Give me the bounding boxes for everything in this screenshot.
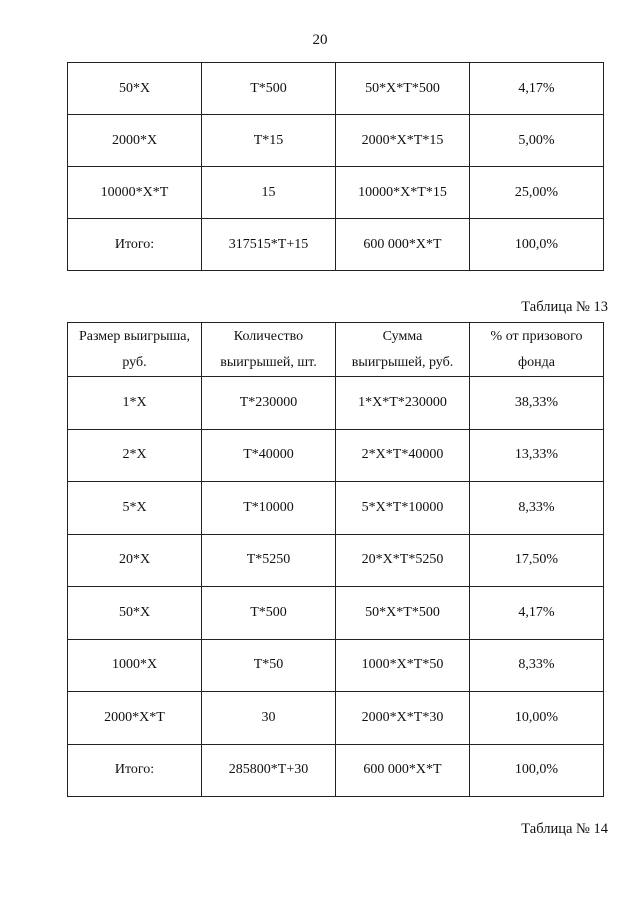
header-cell: Количество выигрышей, шт. (201, 322, 336, 377)
table-cell: 15 (201, 166, 336, 219)
table-cell: 8,33% (469, 638, 604, 692)
table-cell: 20*X (67, 533, 202, 587)
table-cell: 2*X*T*40000 (335, 428, 470, 482)
table-cell: 20*X*T*5250 (335, 533, 470, 587)
table-cell: 2*X (67, 428, 202, 482)
table-cell: 2000*X (67, 114, 202, 167)
table-cell: 1000*X*T*50 (335, 638, 470, 692)
table-row: 50*X T*500 50*X*T*500 4,17% (67, 62, 604, 115)
table-cell: 50*X (67, 62, 202, 115)
table-cell: Итого: (67, 743, 202, 797)
header-cell: Размер выигрыша, руб. (67, 322, 202, 377)
table-row: 2*X T*40000 2*X*T*40000 13,33% (67, 428, 604, 482)
table-cell: T*230000 (201, 376, 336, 430)
table-cell: 4,17% (469, 62, 604, 115)
table-cell: T*500 (201, 62, 336, 115)
prize-table-continued: 50*X T*500 50*X*T*500 4,17% 2000*X T*15 2000*X… (67, 62, 604, 271)
table-cell: Итого: (67, 218, 202, 271)
table-row: Итого: 317515*T+15 600 000*X*T 100,0% (67, 218, 604, 271)
table-cell: 2000*X*T*30 (335, 691, 470, 745)
table-cell: T*10000 (201, 481, 336, 535)
table-row: 10000*X*T 15 10000*X*T*15 25,00% (67, 166, 604, 219)
table-cell: 17,50% (469, 533, 604, 587)
table-cell: T*40000 (201, 428, 336, 482)
table-cell: 4,17% (469, 586, 604, 640)
table-row: 20*X T*5250 20*X*T*5250 17,50% (67, 533, 604, 587)
table-cell: 50*X*T*500 (335, 62, 470, 115)
prize-table-13: Размер выигрыша, руб. Количество выигрышей… (67, 322, 604, 797)
table-cell: 2000*X*T (67, 691, 202, 745)
table-cell: 100,0% (469, 743, 604, 797)
table-row: Итого: 285800*T+30 600 000*X*T 100,0% (67, 743, 604, 797)
table-cell: T*15 (201, 114, 336, 167)
table-cell: 10000*X*T (67, 166, 202, 219)
table-13-caption: Таблица № 13 (521, 299, 608, 315)
table-cell: 600 000*X*T (335, 743, 470, 797)
table-cell: 8,33% (469, 481, 604, 535)
table-cell: 10000*X*T*15 (335, 166, 470, 219)
table-cell: 285800*T+30 (201, 743, 336, 797)
table-row: 50*X T*500 50*X*T*500 4,17% (67, 586, 604, 640)
table-cell: 600 000*X*T (335, 218, 470, 271)
table-14-caption: Таблица № 14 (521, 821, 608, 837)
header-cell: % от призового фонда (469, 322, 604, 377)
page-number: 20 (312, 32, 328, 48)
table-header-row: Размер выигрыша, руб. Количество выигрышей… (67, 322, 604, 377)
table-cell: T*5250 (201, 533, 336, 587)
table-cell: 317515*T+15 (201, 218, 336, 271)
table-cell: T*50 (201, 638, 336, 692)
table-cell: 5,00% (469, 114, 604, 167)
table-cell: 100,0% (469, 218, 604, 271)
table-row: 2000*X T*15 2000*X*T*15 5,00% (67, 114, 604, 167)
header-cell: Сумма выигрышей, руб. (335, 322, 470, 377)
table-cell: 1000*X (67, 638, 202, 692)
table-cell: 38,33% (469, 376, 604, 430)
table-cell: 2000*X*T*15 (335, 114, 470, 167)
table-cell: T*500 (201, 586, 336, 640)
table-row: 2000*X*T 30 2000*X*T*30 10,00% (67, 691, 604, 745)
table-cell: 5*X*T*10000 (335, 481, 470, 535)
table-cell: 25,00% (469, 166, 604, 219)
table-cell: 13,33% (469, 428, 604, 482)
table-cell: 5*X (67, 481, 202, 535)
table-cell: 30 (201, 691, 336, 745)
table-cell: 50*X (67, 586, 202, 640)
table-cell: 1*X*T*230000 (335, 376, 470, 430)
table-cell: 1*X (67, 376, 202, 430)
table-row: 5*X T*10000 5*X*T*10000 8,33% (67, 481, 604, 535)
table-row: 1*X T*230000 1*X*T*230000 38,33% (67, 376, 604, 430)
table-row: 1000*X T*50 1000*X*T*50 8,33% (67, 638, 604, 692)
table-cell: 50*X*T*500 (335, 586, 470, 640)
table-cell: 10,00% (469, 691, 604, 745)
